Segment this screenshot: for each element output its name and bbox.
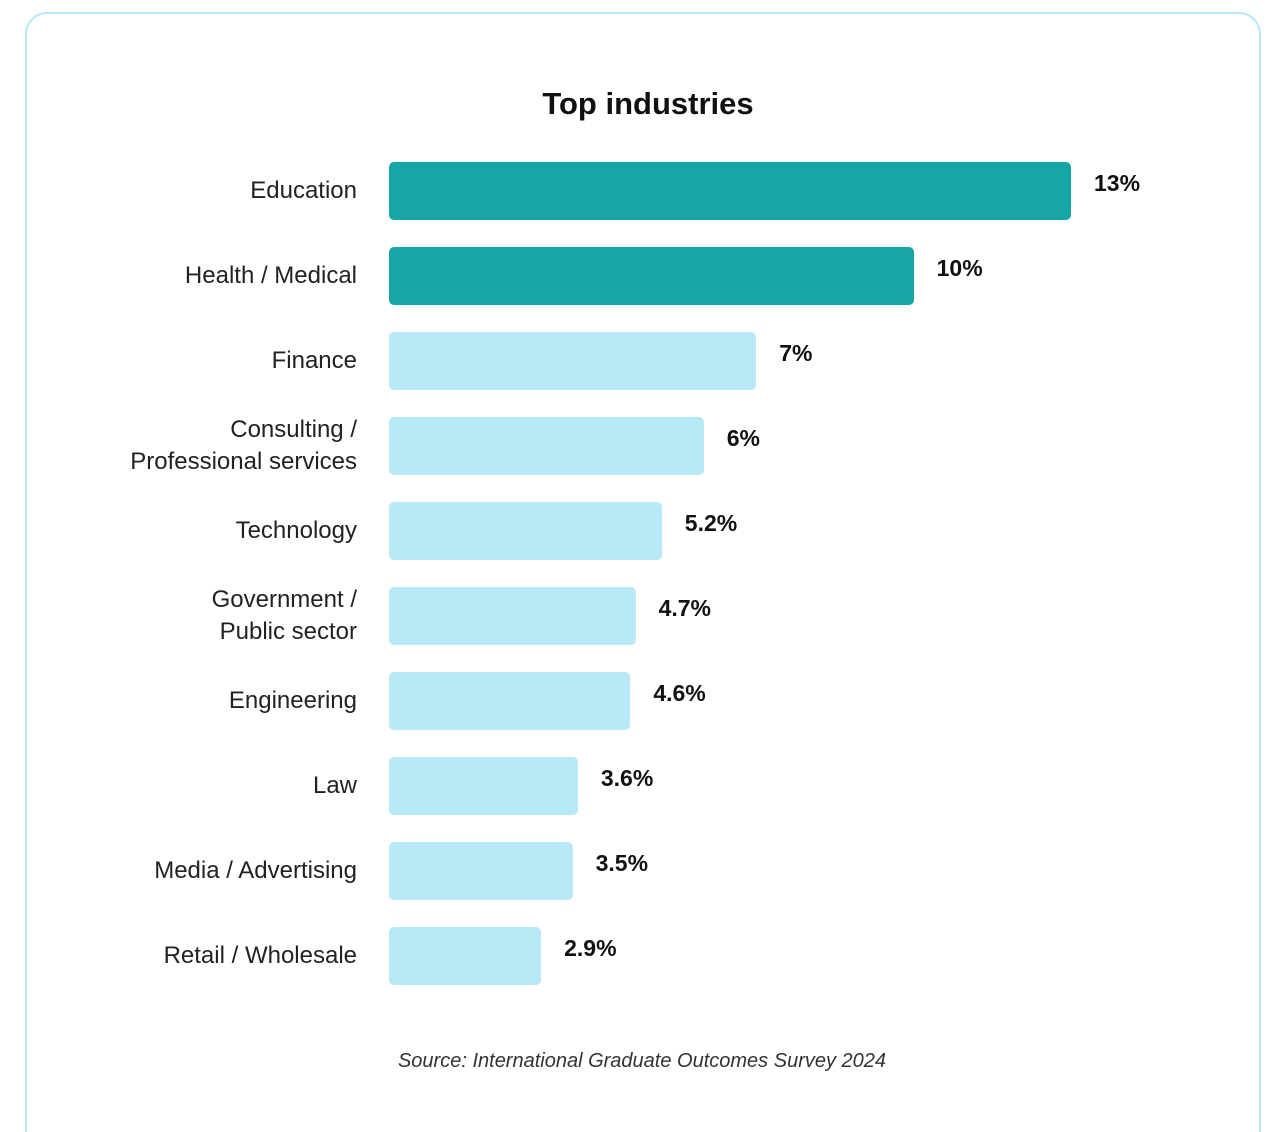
value-label: 10% — [936, 255, 983, 281]
category-label-line: Consulting / — [230, 416, 357, 443]
category-label: Law — [17, 770, 357, 802]
category-label-line: Health / Medical — [184, 262, 357, 289]
bar — [389, 502, 662, 560]
category-label: Engineering — [17, 685, 357, 717]
category-label-line: Government / — [211, 586, 357, 613]
bar — [389, 587, 636, 645]
category-label: Consulting / Professional services — [17, 414, 357, 478]
category-label-line: Retail / Wholesale — [163, 942, 357, 969]
category-label: Health / Medical — [17, 260, 357, 292]
value-label: 4.7% — [658, 595, 711, 621]
category-label: Retail / Wholesale — [17, 940, 357, 972]
category-label-line: Law — [312, 772, 357, 799]
value-label: 7% — [779, 340, 813, 366]
source-note: Source: International Graduate Outcomes … — [397, 1050, 887, 1072]
bar — [389, 757, 578, 815]
category-label-line: Engineering — [228, 687, 357, 714]
category-label: Technology — [17, 515, 357, 547]
bar — [389, 842, 573, 900]
category-label: Media / Advertising — [17, 855, 357, 887]
value-label: 6% — [726, 425, 761, 451]
value-label: 3.6% — [600, 765, 654, 791]
category-label: Finance — [17, 345, 357, 377]
category-label: Government / Public sector — [17, 584, 357, 648]
value-label: 2.9% — [564, 935, 617, 961]
bar — [389, 332, 757, 390]
category-label-line: Professional services — [130, 448, 357, 475]
bar — [389, 672, 631, 730]
chart-title: Top industries — [542, 86, 754, 121]
bar — [389, 162, 1071, 220]
bar — [389, 417, 704, 475]
value-label: 5.2% — [684, 510, 738, 536]
value-label: 4.6% — [653, 680, 706, 706]
category-label-line: Media / Advertising — [154, 857, 357, 884]
category-label: Education — [17, 175, 357, 207]
category-label-line: Technology — [235, 517, 357, 544]
value-label: 13% — [1094, 170, 1141, 196]
value-label: 3.5% — [595, 850, 649, 876]
bar — [389, 927, 542, 985]
category-label-line: Public sector — [219, 618, 357, 645]
bar — [389, 247, 914, 305]
category-label-line: Finance — [271, 347, 357, 374]
category-label-line: Education — [250, 177, 357, 204]
